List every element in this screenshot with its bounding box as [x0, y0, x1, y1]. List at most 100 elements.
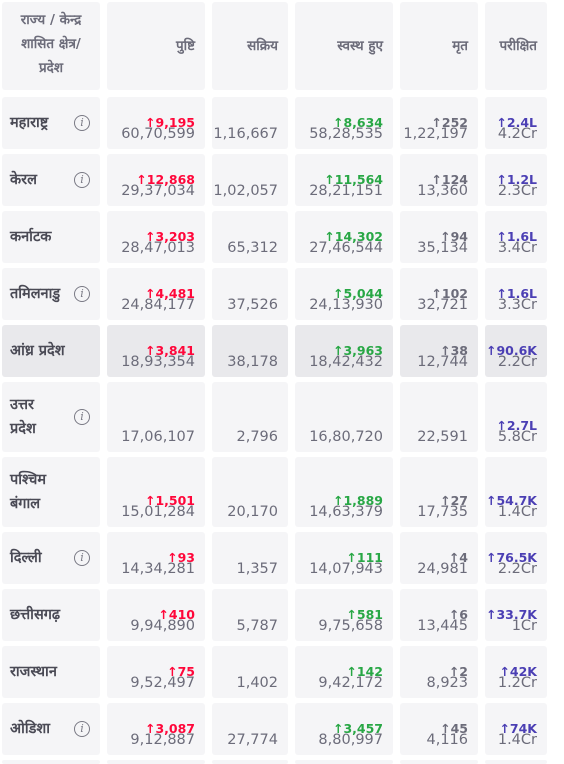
info-icon[interactable]: i: [74, 721, 90, 737]
recovered-cell: ↑3,963 18,42,432: [295, 325, 393, 377]
info-icon[interactable]: i: [74, 550, 90, 566]
active-cell: 1,402: [212, 646, 288, 698]
state-name[interactable]: महाराष्ट्र: [10, 115, 49, 131]
info-icon[interactable]: i: [74, 115, 90, 131]
state-name[interactable]: दिल्ली: [10, 550, 42, 566]
next-row-cell: [485, 760, 547, 764]
info-icon[interactable]: i: [74, 172, 90, 188]
tested-cell: ↑2.7L 5.8Cr: [485, 382, 547, 452]
header-confirmed-cell[interactable]: पुष्टि: [107, 2, 205, 90]
state-cell[interactable]: ओडिशा i: [2, 703, 100, 755]
confirmed-delta: ↑75: [167, 664, 195, 679]
state-cell[interactable]: दिल्ली i: [2, 532, 100, 584]
tested-cell: ↑54.7K 1.4Cr: [485, 457, 547, 527]
tested-delta: ↑42K: [499, 664, 537, 679]
confirmed-delta: ↑3,841: [144, 343, 195, 358]
tested-cell: ↑1.6L 3.3Cr: [485, 268, 547, 320]
header-state-label: राज्य / केन्द्र शासित क्षेत्र/ प्रदेश: [20, 12, 82, 76]
state-name[interactable]: केरल: [10, 172, 37, 188]
tested-cell: ↑90.6K 2.2Cr: [485, 325, 547, 377]
active-value: 27,774: [227, 732, 278, 748]
deceased-value: 17,735: [417, 504, 468, 520]
tested-delta: ↑1.6L: [496, 229, 537, 244]
state-cell[interactable]: पश्चिम बंगाल: [2, 457, 100, 527]
deceased-value: 13,360: [417, 183, 468, 199]
tested-delta: ↑2.4L: [496, 115, 537, 130]
state-name[interactable]: राजस्थान: [10, 664, 57, 680]
recovered-delta: ↑111: [346, 550, 383, 565]
recovered-cell: ↑142 9,42,172: [295, 646, 393, 698]
deceased-value: 12,744: [417, 354, 468, 370]
state-name[interactable]: पश्चिम बंगाल: [10, 472, 47, 512]
confirmed-cell: ↑75 9,52,497: [107, 646, 205, 698]
recovered-value: 8,80,997: [318, 732, 383, 748]
recovered-delta: ↑3,457: [332, 721, 383, 736]
deceased-value: 1,22,197: [403, 126, 468, 142]
header-active-cell[interactable]: सक्रिय: [212, 2, 288, 90]
state-cell[interactable]: महाराष्ट्र i: [2, 97, 100, 149]
state-name[interactable]: ओडिशा: [10, 721, 50, 737]
state-cell[interactable]: कर्नाटक: [2, 211, 100, 263]
header-deceased-cell[interactable]: मृत: [400, 2, 478, 90]
recovered-value: 58,28,535: [309, 126, 383, 142]
deceased-cell: ↑6 13,445: [400, 589, 478, 641]
header-deceased-label: मृत: [452, 38, 468, 54]
info-icon[interactable]: i: [74, 286, 90, 302]
recovered-value: 28,21,151: [309, 183, 383, 199]
deceased-delta: ↑4: [448, 550, 468, 565]
state-cell[interactable]: उत्तर प्रदेश i: [2, 382, 100, 452]
state-cell[interactable]: तमिलनाडु i: [2, 268, 100, 320]
deceased-value: 22,591: [417, 429, 468, 445]
active-value: 1,357: [236, 561, 278, 577]
confirmed-delta: ↑410: [158, 607, 195, 622]
state-name[interactable]: छत्तीसगढ़: [10, 607, 61, 623]
recovered-delta: ↑1,889: [332, 493, 383, 508]
recovered-delta: ↑14,302: [324, 229, 383, 244]
state-cell[interactable]: केरल i: [2, 154, 100, 206]
header-tested-cell[interactable]: परीक्षित: [485, 2, 547, 90]
tested-cell: ↑1.6L 3.4Cr: [485, 211, 547, 263]
recovered-delta: ↑11,564: [324, 172, 383, 187]
active-cell: 1,16,667: [212, 97, 288, 149]
tested-delta: ↑2.7L: [496, 418, 537, 433]
next-row-cell: [400, 760, 478, 764]
recovered-cell: 16,80,720: [295, 382, 393, 452]
deceased-value: 35,134: [417, 240, 468, 256]
confirmed-cell: ↑93 14,34,281: [107, 532, 205, 584]
state-name[interactable]: कर्नाटक: [10, 229, 52, 245]
header-active-label: सक्रिय: [247, 38, 278, 54]
deceased-delta: ↑27: [440, 493, 468, 508]
header-recovered-cell[interactable]: स्वस्थ हुए: [295, 2, 393, 90]
state-cell[interactable]: राजस्थान: [2, 646, 100, 698]
state-cell[interactable]: छत्तीसगढ़: [2, 589, 100, 641]
state-cell[interactable]: आंध्र प्रदेश: [2, 325, 100, 377]
state-name[interactable]: आंध्र प्रदेश: [10, 343, 65, 359]
tested-cell: ↑74K 1.4Cr: [485, 703, 547, 755]
active-value: 1,02,057: [213, 183, 278, 199]
state-name[interactable]: तमिलनाडु: [10, 286, 61, 302]
tested-cell: ↑33.7K 1Cr: [485, 589, 547, 641]
deceased-delta: ↑124: [431, 172, 468, 187]
recovered-cell: ↑5,044 24,13,930: [295, 268, 393, 320]
recovered-value: 14,07,943: [309, 561, 383, 577]
info-icon[interactable]: i: [74, 409, 90, 425]
confirmed-delta: ↑1,501: [144, 493, 195, 508]
header-state-cell[interactable]: राज्य / केन्द्र शासित क्षेत्र/ प्रदेश: [2, 2, 100, 90]
confirmed-value: 14,34,281: [121, 561, 195, 577]
recovered-delta: ↑581: [346, 607, 383, 622]
next-row-cell: [107, 760, 205, 764]
recovered-cell: ↑1,889 14,63,379: [295, 457, 393, 527]
active-value: 5,787: [236, 618, 278, 634]
state-name[interactable]: उत्तर प्रदेश: [10, 397, 36, 437]
confirmed-value: 18,93,354: [121, 354, 195, 370]
deceased-cell: ↑124 13,360: [400, 154, 478, 206]
confirmed-cell: ↑410 9,94,890: [107, 589, 205, 641]
confirmed-value: 15,01,284: [121, 504, 195, 520]
active-value: 1,16,667: [213, 126, 278, 142]
tested-value: 1Cr: [511, 618, 537, 634]
deceased-delta: ↑102: [431, 286, 468, 301]
header-confirmed-label: पुष्टि: [175, 38, 195, 54]
confirmed-cell: ↑12,868 29,37,034: [107, 154, 205, 206]
confirmed-value: 60,70,599: [121, 126, 195, 142]
confirmed-delta: ↑93: [167, 550, 195, 565]
